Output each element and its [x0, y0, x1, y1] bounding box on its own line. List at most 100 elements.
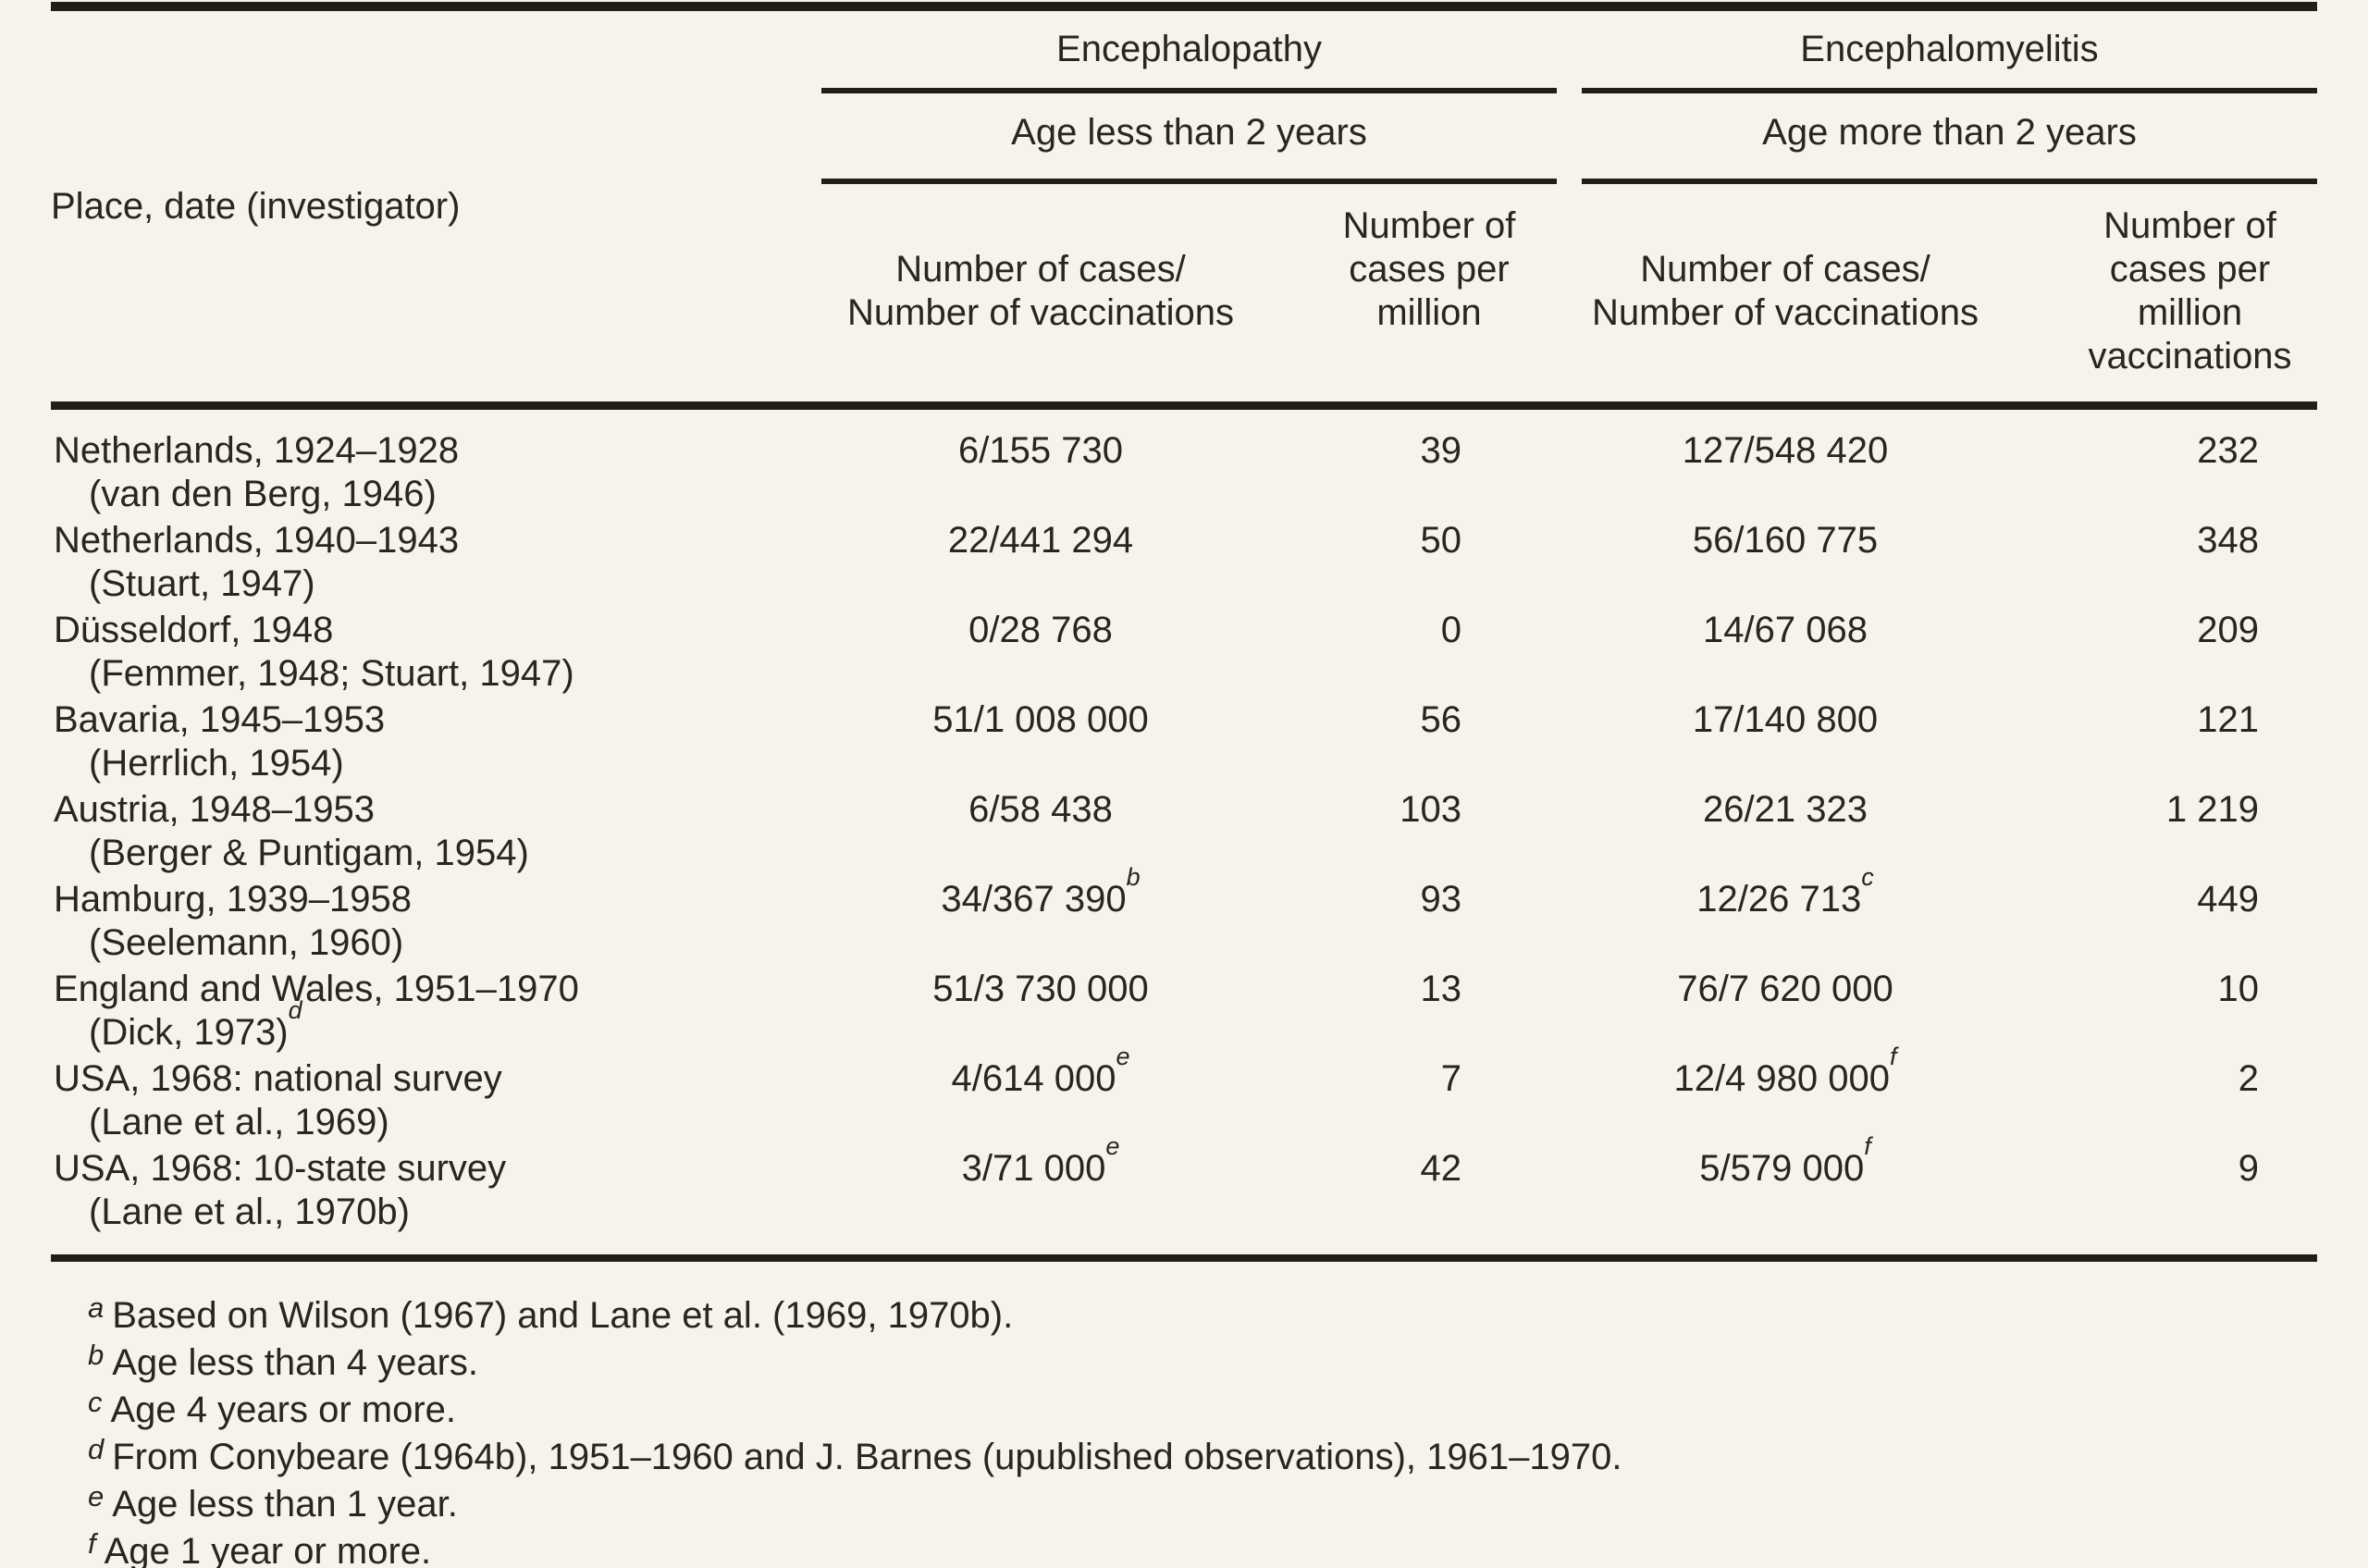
column-header-em-cases-vaccinations: Number of cases/ Number of vaccinations [1592, 249, 1979, 333]
em-rate-value: 449 [2197, 879, 2259, 920]
footnote-marker: f [88, 1527, 96, 1560]
place-date-cell: England and Wales, 1951–1970 [54, 968, 579, 1011]
investigator-text: (Dick, 1973) [89, 1012, 289, 1053]
ep-rate-value: 56 [1420, 699, 1462, 740]
investigator-text: (Femmer, 1948; Stuart, 1947) [89, 653, 574, 694]
ep-cases-cell: 0/28 768 [823, 609, 1258, 652]
place-date-cell: Austria, 1948–1953 [54, 788, 375, 832]
ep-cases-value: 4/614 000 [951, 1058, 1116, 1099]
ep-cases-value: 22/441 294 [947, 520, 1134, 561]
em-rate-value: 2 [2238, 1058, 2259, 1099]
table-bottom-rule [51, 1254, 2317, 1262]
ep-cases-value: 34/367 390 [941, 879, 1127, 920]
investigator-cell: (van den Berg, 1946) [89, 473, 437, 516]
ep-rate-value: 93 [1420, 879, 1462, 920]
place-text: Bavaria, 1945–1953 [54, 699, 386, 740]
em-cases-cell: 127/548 420 [1582, 429, 1989, 473]
table-row: Hamburg, 1939–1958 (Seelemann, 1960) 34/… [0, 864, 2368, 968]
group-header-encephalopathy: Encephalopathy [1056, 29, 1322, 69]
ep-rate-cell: 0 [1263, 609, 1462, 652]
footnote-text: Age 4 years or more. [110, 1389, 457, 1430]
table-row: USA, 1968: national survey (Lane et al.,… [0, 1043, 2368, 1147]
subheader-age-less-than-2: Age less than 2 years [1011, 112, 1367, 153]
column-header-em-cases-per-million-vaccinations: Number of cases per million vaccinations [2088, 205, 2292, 377]
table-top-rule [51, 2, 2317, 11]
em-cases-cell: 12/4 980 000f [1582, 1043, 1989, 1101]
place-text: England and Wales, 1951–1970 [54, 969, 579, 1009]
footnote-text: Age 1 year or more. [104, 1531, 432, 1568]
investigator-text: (Lane et al., 1969) [89, 1102, 389, 1142]
ep-cases-cell: 22/441 294 [823, 519, 1258, 562]
footnote-ref-b: b [1126, 862, 1141, 891]
ep-rate-cell: 103 [1263, 788, 1462, 832]
investigator-cell: (Femmer, 1948; Stuart, 1947) [89, 652, 574, 696]
investigator-cell: (Stuart, 1947) [89, 562, 315, 606]
ep-rate-value: 103 [1400, 789, 1462, 830]
table-row: Düsseldorf, 1948 (Femmer, 1948; Stuart, … [0, 609, 2368, 698]
em-rate-value: 209 [2197, 610, 2259, 650]
footnote-ref-c: c [1861, 862, 1874, 891]
investigator-cell: (Dick, 1973)d [89, 997, 302, 1055]
ep-cases-value: 0/28 768 [968, 610, 1113, 650]
table-body: Netherlands, 1924–1928 (van den Berg, 19… [0, 429, 2368, 1237]
place-text: Düsseldorf, 1948 [54, 610, 334, 650]
ep-cases-value: 3/71 000 [961, 1148, 1106, 1189]
footnote-ref-e: e [1116, 1042, 1130, 1070]
ep-cases-cell: 34/367 390b [823, 864, 1258, 921]
place-text: Netherlands, 1924–1928 [54, 430, 460, 471]
investigator-text: (Herrlich, 1954) [89, 743, 344, 784]
em-rate-value: 1 219 [2165, 789, 2259, 830]
table-row: Austria, 1948–1953 (Berger & Puntigam, 1… [0, 788, 2368, 878]
investigator-cell: (Herrlich, 1954) [89, 742, 344, 785]
age-more-underline-rule [1582, 179, 2317, 184]
place-date-cell: Bavaria, 1945–1953 [54, 698, 385, 742]
em-cases-value: 17/140 800 [1692, 699, 1879, 740]
ep-rate-cell: 7 [1263, 1057, 1462, 1101]
em-rate-cell: 1 219 [1989, 788, 2259, 832]
subheader-age-more-than-2: Age more than 2 years [1762, 112, 2137, 153]
em-cases-value: 56/160 775 [1692, 520, 1879, 561]
em-rate-cell: 449 [1989, 878, 2259, 921]
footnote-ref-d: d [288, 995, 302, 1024]
place-date-cell: Hamburg, 1939–1958 [54, 878, 412, 921]
ep-rate-value: 0 [1440, 610, 1462, 650]
em-cases-value: 5/579 000 [1699, 1148, 1865, 1189]
footnotes-block: a Based on Wilson (1967) and Lane et al. … [88, 1291, 2308, 1568]
footnote-d: d From Conybeare (1964b), 1951–1960 and J… [88, 1433, 2308, 1482]
table-row: England and Wales, 1951–1970 (Dick, 1973… [0, 968, 2368, 1057]
header-body-divider-rule [51, 401, 2317, 410]
em-cases-value: 76/7 620 000 [1677, 969, 1893, 1009]
investigator-cell: (Lane et al., 1969) [89, 1101, 389, 1144]
footnote-ref-e: e [1105, 1131, 1120, 1160]
em-cases-value: 14/67 068 [1703, 610, 1868, 650]
investigator-text: (Seelemann, 1960) [89, 922, 404, 963]
em-rate-value: 9 [2238, 1148, 2259, 1189]
ep-rate-cell: 56 [1263, 698, 1462, 742]
ep-cases-cell: 3/71 000e [823, 1133, 1258, 1191]
encephalopathy-underline-rule [821, 88, 1557, 93]
investigator-cell: (Seelemann, 1960) [89, 921, 403, 965]
table-row: Netherlands, 1924–1928 (van den Berg, 19… [0, 429, 2368, 519]
footnote-text: Age less than 4 years. [112, 1342, 479, 1383]
footnote-f: f Age 1 year or more. [88, 1527, 2308, 1568]
em-cases-value: 12/26 713 [1696, 879, 1862, 920]
ep-rate-cell: 93 [1263, 878, 1462, 921]
place-text: Netherlands, 1940–1943 [54, 520, 460, 561]
investigator-text: (Berger & Puntigam, 1954) [89, 833, 529, 873]
footnote-e: e Age less than 1 year. [88, 1480, 2308, 1529]
column-header-ep-cases-vaccinations: Number of cases/ Number of vaccinations [847, 249, 1234, 333]
group-header-encephalomyelitis: Encephalomyelitis [1800, 29, 2099, 69]
em-rate-cell: 232 [1989, 429, 2259, 473]
footnote-marker: d [88, 1433, 105, 1465]
em-rate-cell: 2 [1989, 1057, 2259, 1101]
ep-rate-cell: 42 [1263, 1147, 1462, 1191]
table-row: Netherlands, 1940–1943 (Stuart, 1947) 22… [0, 519, 2368, 609]
place-text: USA, 1968: national survey [54, 1058, 502, 1099]
em-cases-cell: 14/67 068 [1582, 609, 1989, 652]
em-rate-cell: 348 [1989, 519, 2259, 562]
ep-rate-cell: 50 [1263, 519, 1462, 562]
em-rate-value: 348 [2197, 520, 2259, 561]
place-text: Hamburg, 1939–1958 [54, 879, 412, 920]
column-header-place-date: Place, date (investigator) [51, 186, 461, 227]
